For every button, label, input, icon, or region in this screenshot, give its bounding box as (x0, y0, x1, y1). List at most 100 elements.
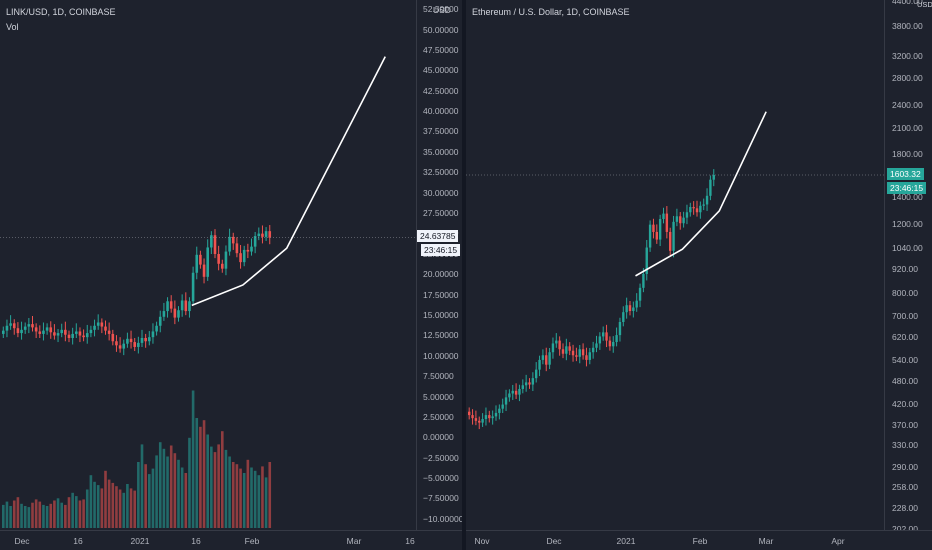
eth-candle (518, 388, 521, 395)
link-candle (27, 324, 31, 327)
link-candle (231, 236, 235, 244)
link-volume-bar (42, 504, 45, 528)
link-candle (137, 342, 140, 347)
link-volume-bar (100, 488, 104, 528)
link-volume-bar (210, 446, 213, 528)
link-candle (67, 334, 71, 338)
eth-y-tick: 1040.00 (892, 243, 923, 254)
eth-candle (478, 420, 481, 423)
link-candle (71, 333, 74, 338)
eth-y-tick: 2400.00 (892, 99, 923, 110)
eth-candle (679, 216, 682, 224)
link-volume-bar (16, 497, 20, 528)
link-candle (111, 333, 115, 342)
eth-y-tick: 228.00 (892, 503, 918, 514)
pane-divider[interactable] (462, 0, 466, 550)
link-candle (107, 330, 111, 334)
link-candles (2, 225, 272, 356)
link-y-tick: 17.50000 (423, 289, 459, 300)
link-candle (239, 253, 242, 263)
eth-candle (602, 332, 605, 337)
eth-candle (555, 340, 558, 344)
link-plot-area[interactable] (0, 0, 416, 530)
eth-y-tick: 1800.00 (892, 149, 923, 160)
eth-x-tick: Mar (758, 536, 774, 546)
eth-candle (605, 332, 608, 341)
link-candle (38, 331, 42, 334)
link-volume-bar (82, 499, 85, 528)
eth-candle (581, 349, 585, 356)
link-y-tick: 52.50000 (423, 4, 459, 15)
link-candle (118, 345, 122, 349)
link-candle (122, 343, 126, 349)
link-volume-bar (9, 506, 12, 528)
link-candle (100, 322, 104, 327)
eth-y-tick: 420.00 (892, 398, 918, 409)
link-candle (155, 325, 158, 332)
eth-unit-label: USD (917, 0, 932, 9)
eth-x-tick: Feb (692, 536, 708, 546)
eth-candle (488, 415, 491, 419)
link-volume-bar (140, 444, 144, 528)
link-y-tick: 45.00000 (423, 65, 459, 76)
eth-x-tick: Dec (546, 536, 562, 546)
link-y-tick: 27.50000 (423, 208, 459, 219)
eth-candle (521, 385, 524, 389)
link-chart-pane[interactable]: LINK/USD, 1D, COINBASE Vol USD 52.50000 5… (0, 0, 462, 550)
link-volume-bar (213, 452, 217, 528)
eth-price-axis[interactable]: USD 4400.00 3800.00 3200.00 2800.00 2400.00 2… (884, 0, 932, 534)
eth-chart-pane[interactable]: Ethereum / U.S. Dollar, 1D, COINBASE USD… (466, 0, 932, 550)
eth-y-tick: 1400.00 (892, 192, 923, 203)
link-candle (264, 231, 268, 237)
eth-candle (491, 416, 494, 419)
link-volume-bar (67, 497, 71, 528)
eth-candle (655, 231, 658, 240)
eth-time-axis[interactable]: Nov Dec 2021 Feb Mar Apr (466, 530, 932, 550)
eth-x-tick: Apr (831, 536, 845, 546)
link-volume-bar (53, 500, 56, 528)
eth-candle (528, 382, 531, 385)
link-y-tick: −5.00000 (423, 473, 459, 484)
link-volume-bar (261, 466, 264, 528)
eth-plot-area[interactable] (466, 0, 884, 530)
eth-candle (635, 300, 638, 308)
link-time-axis[interactable]: Dec 16 2021 16 Feb Mar 16 (0, 530, 462, 550)
link-volume-bar (27, 507, 31, 528)
link-candle (133, 342, 136, 347)
eth-trendline[interactable] (635, 111, 767, 277)
eth-candle (628, 305, 632, 312)
eth-candle (578, 349, 581, 357)
eth-legend-title: Ethereum / U.S. Dollar, 1D, COINBASE (472, 7, 630, 17)
link-price-axis[interactable]: USD 52.50000 50.00000 47.50000 45.00000 42.5… (416, 0, 462, 530)
link-volume-bar (202, 420, 206, 528)
eth-candle (615, 335, 618, 343)
eth-y-tick: 920.00 (892, 264, 918, 275)
link-candle (235, 243, 239, 254)
link-volume-bar (228, 456, 231, 528)
link-x-tick: 16 (73, 536, 83, 546)
link-volume-bar (60, 502, 63, 528)
link-volume-bar (173, 453, 177, 528)
link-volume-bar (34, 499, 38, 528)
eth-candle (481, 419, 484, 423)
link-y-tick: 30.00000 (423, 187, 459, 198)
link-volume-bar (49, 503, 53, 528)
link-volume-bar (122, 492, 126, 528)
eth-candle (474, 418, 478, 421)
link-volume-bar (246, 459, 250, 528)
link-candle (184, 300, 188, 312)
link-volume-bar (188, 437, 191, 528)
link-x-tick: 16 (191, 536, 201, 546)
eth-candle (652, 224, 655, 232)
eth-candle (591, 347, 595, 353)
eth-candle (595, 343, 598, 348)
link-volume-bar (85, 489, 89, 528)
link-volume-bar (235, 464, 239, 528)
link-volume-bar (155, 455, 158, 528)
eth-candle (675, 216, 679, 222)
eth-y-tick: 1200.00 (892, 218, 923, 229)
link-volume-bar (5, 501, 9, 528)
link-volume-bar (2, 504, 5, 528)
link-volume-bar (264, 477, 268, 528)
link-trendline[interactable] (191, 56, 386, 307)
